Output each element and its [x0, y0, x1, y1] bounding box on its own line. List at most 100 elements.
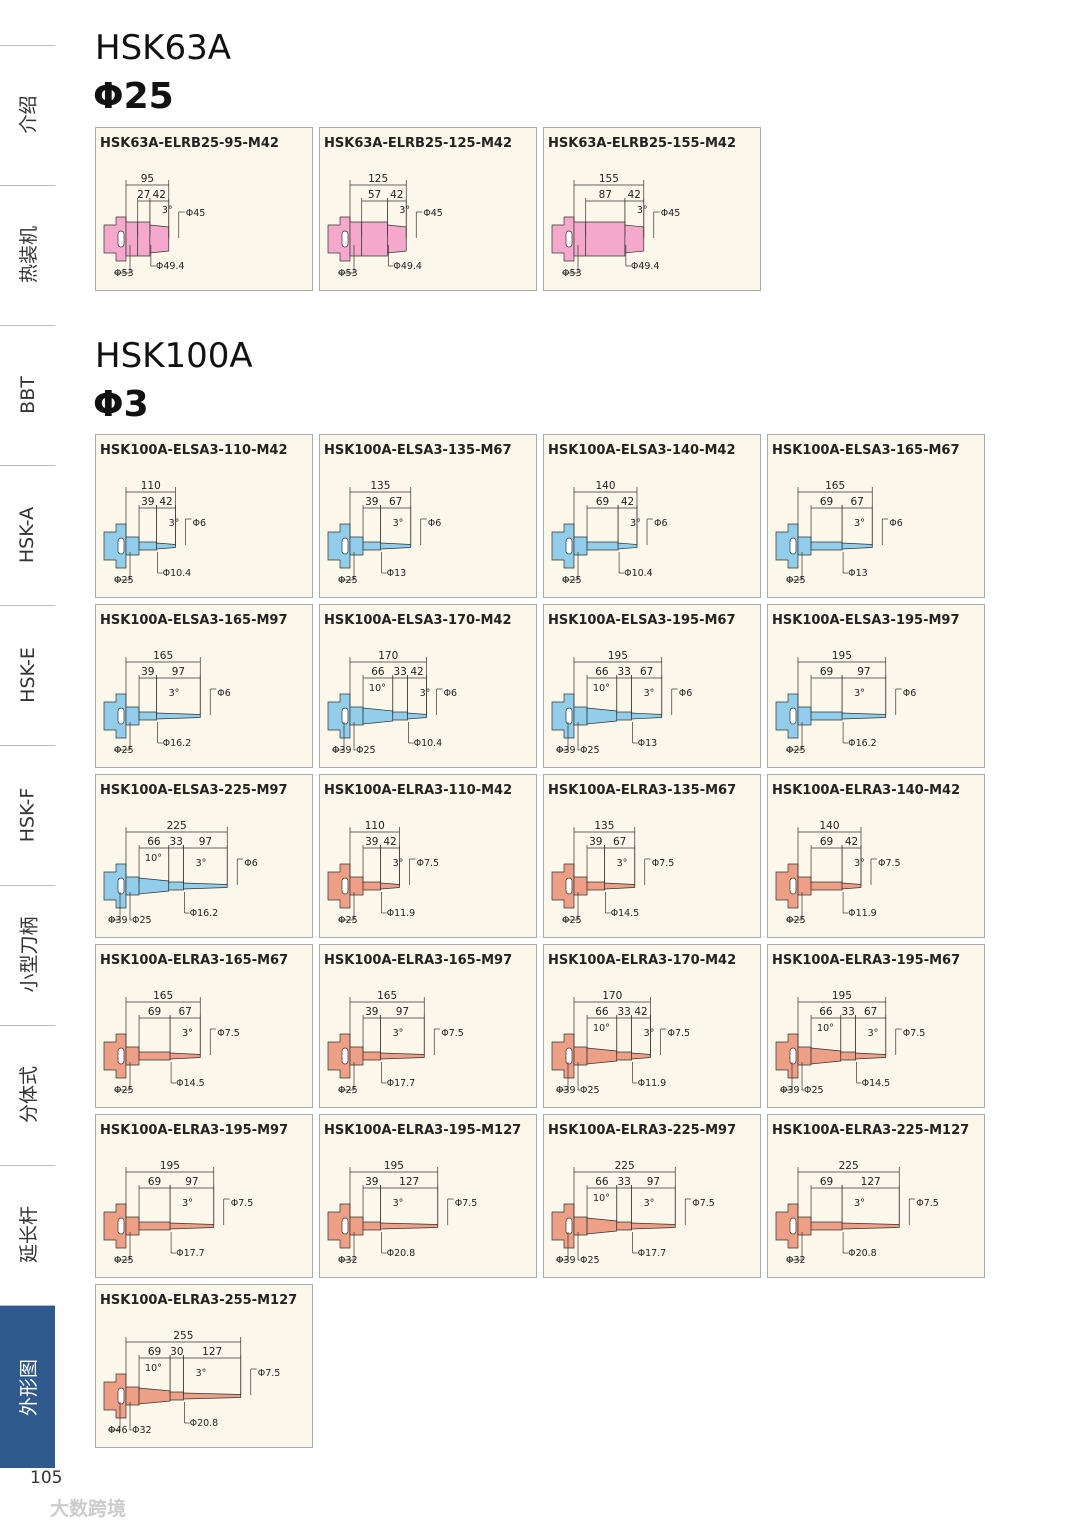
dim-total: 165: [153, 650, 173, 662]
product-card: HSK63A-ELRB25-95-M42 95 27 42 3° Φ45 Φ53 Φ49.4: [95, 127, 313, 291]
dim-diameter: Φ32: [338, 1255, 358, 1266]
holder-notch: [117, 707, 125, 725]
holder-body: [573, 706, 588, 726]
dim-segment: 67: [850, 496, 863, 508]
dim-diameter: Φ14.5: [862, 1078, 891, 1089]
dim-segment: 57: [368, 189, 381, 201]
dim-diameter: Φ39: [556, 1255, 576, 1266]
dim-diameter: Φ25: [786, 575, 806, 586]
drawing: HSK100A-ELSA3-165-M67 165 69 67 3° Φ6 Φ25 Φ13: [772, 443, 960, 586]
holder-shank: [327, 523, 351, 569]
dim-diameter: Φ25: [338, 575, 358, 586]
drawing: HSK100A-ELSA3-170-M42 170 66 33 42 10° 3° Φ6 Φ39…: [324, 613, 512, 756]
holder-shank: [775, 693, 799, 739]
dim-diameter: Φ10.4: [414, 738, 443, 749]
drawing: HSK100A-ELRA3-225-M97 225 66 33 97 10° 3° Φ7.5 Φ…: [548, 1123, 736, 1266]
dim-segment: 69: [820, 496, 833, 508]
dim-segment: 69: [596, 496, 609, 508]
holder-body: [573, 536, 588, 556]
dim-diameter: Φ25: [580, 1255, 600, 1266]
drawing: HSK100A-ELSA3-135-M67 135 39 67 3° Φ6 Φ25 Φ13: [324, 443, 512, 586]
sidebar-tab: 热装机: [0, 185, 55, 323]
dim-segment: 33: [617, 666, 630, 678]
holder-notch: [565, 877, 573, 895]
dim-tip: Φ7.5: [217, 1028, 240, 1039]
dim-diameter: Φ25: [114, 1085, 134, 1096]
tool-segment: [156, 712, 201, 720]
dim-angle: 3°: [196, 858, 207, 869]
dim-tip: Φ45: [186, 208, 206, 219]
tool-segment: [841, 542, 873, 550]
dim-total: 110: [365, 820, 385, 832]
dim-angle: 3°: [854, 1198, 865, 1209]
tool-segment: [169, 1391, 184, 1401]
dim-segment: 67: [178, 1006, 191, 1018]
dim-total: 170: [602, 990, 622, 1002]
card-title: HSK100A-ELSA3-165-M67: [772, 443, 960, 458]
dim-diameter: Φ25: [338, 1085, 358, 1096]
holder-shank: [103, 863, 127, 909]
tab-label: 小型刀柄: [18, 916, 41, 993]
card-title: HSK100A-ELSA3-195-M67: [548, 613, 736, 628]
dim-segment: 33: [841, 1006, 854, 1018]
tab-label: 外形图: [18, 1358, 41, 1416]
product-card: HSK100A-ELSA3-225-M97 225 66 33 97 10° 3° Φ6 Φ39…: [95, 774, 313, 938]
holder-notch: [341, 707, 349, 725]
tab-label: HSK-E: [16, 646, 39, 703]
dim-segment: 69: [820, 666, 833, 678]
dim-tip: Φ6: [193, 518, 207, 529]
dim-segment: 66: [147, 836, 161, 848]
dim-cone-angle: 10°: [145, 1363, 162, 1374]
section-diameter: Φ25: [93, 76, 174, 117]
holder-body: [349, 706, 364, 726]
tool-segment: [362, 1051, 381, 1061]
drawing: HSK100A-ELRA3-255-M127 255 69 30 127 10° 3° Φ7.…: [100, 1293, 297, 1436]
drawing: HSK100A-ELSA3-195-M67 195 66 33 67 10° 3° Φ6 Φ39…: [548, 613, 736, 756]
page-number: 105: [30, 1468, 63, 1488]
holder-notch: [789, 1047, 797, 1065]
holder-body: [573, 1046, 588, 1066]
sidebar-tab: HSK-F: [0, 745, 55, 883]
watermark: 大数跨境: [50, 1498, 127, 1520]
tab-label: 延长杆: [18, 1205, 41, 1264]
tool-segment: [362, 881, 381, 891]
dim-diameter: Φ11.9: [387, 908, 416, 919]
sidebar-tab: HSK-E: [0, 605, 55, 743]
tool-segment: [841, 712, 887, 720]
drawing: HSK100A-ELRA3-165-M97 165 39 97 3° Φ7.5 Φ25 Φ17…: [324, 953, 512, 1096]
tab-label: BBT: [16, 375, 39, 414]
dim-segment: 66: [819, 1006, 833, 1018]
dim-angle: 3°: [393, 518, 404, 529]
dim-total: 225: [839, 1160, 859, 1172]
holder-body: [797, 706, 812, 726]
holder-shank: [551, 523, 575, 569]
card-title: HSK100A-ELRA3-170-M42: [548, 953, 736, 968]
dim-tip: Φ7.5: [441, 1028, 464, 1039]
tool-segment: [138, 1051, 171, 1061]
tool-segment: [137, 221, 151, 257]
dim-diameter: Φ39: [780, 1085, 800, 1096]
dim-tip: Φ7.5: [231, 1198, 254, 1209]
dim-segment: 67: [864, 1006, 877, 1018]
sidebar-tab: 介绍: [0, 45, 55, 183]
dim-angle: 3°: [637, 205, 648, 216]
holder-notch: [117, 1217, 125, 1235]
product-card: HSK100A-ELSA3-165-M67 165 69 67 3° Φ6 Φ25 Φ13: [767, 434, 985, 598]
dim-diameter: Φ49.4: [156, 261, 185, 272]
dim-segment: 97: [185, 1176, 198, 1188]
dim-segment: 30: [170, 1346, 183, 1358]
holder-shank: [551, 693, 575, 739]
dim-diameter: Φ25: [580, 1085, 600, 1096]
dim-diameter: Φ17.7: [638, 1248, 667, 1259]
drawing: HSK100A-ELRA3-225-M127 225 69 127 3° Φ7.5 Φ32 Φ…: [772, 1123, 969, 1266]
dim-angle: 3°: [393, 1198, 404, 1209]
card-title: HSK100A-ELSA3-135-M67: [324, 443, 512, 458]
dim-segment: 97: [172, 666, 185, 678]
dim-tip: Φ6: [889, 518, 903, 529]
drawing: HSK100A-ELSA3-165-M97 165 39 97 3° Φ6 Φ25 Φ16.2: [100, 613, 288, 756]
dim-angle: 3°: [630, 518, 641, 529]
holder-notch: [341, 1217, 349, 1235]
card-title: HSK100A-ELRA3-135-M67: [548, 783, 736, 798]
dim-tip: Φ7.5: [692, 1198, 715, 1209]
holder-notch: [117, 1047, 125, 1065]
